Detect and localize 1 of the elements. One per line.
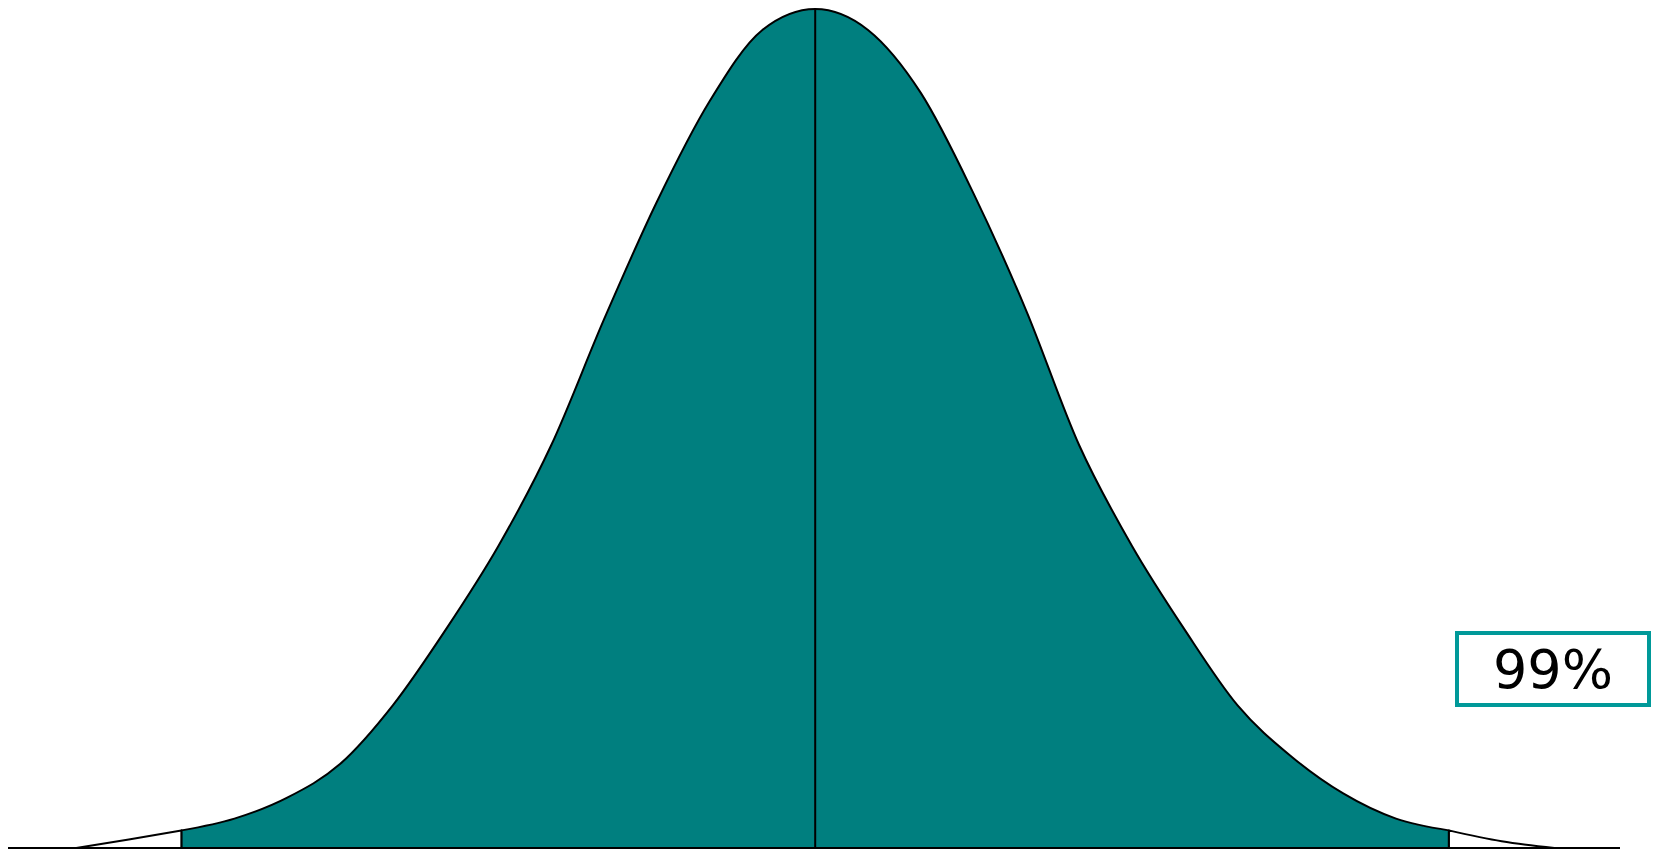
annotation: 99%: [1492, 637, 1614, 701]
